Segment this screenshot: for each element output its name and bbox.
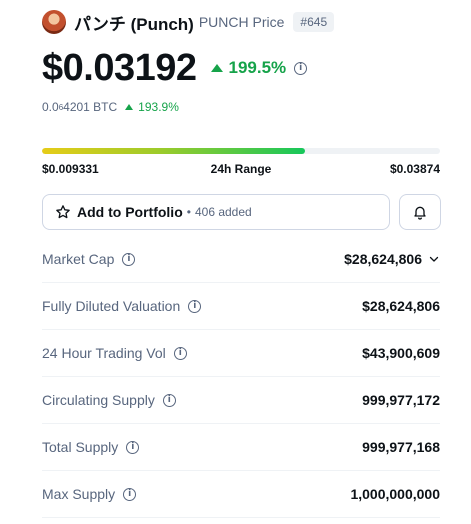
stat-row-max-supply: Max Supply i 1,000,000,000 — [42, 471, 440, 518]
star-icon — [56, 205, 70, 219]
range-label: 24h Range — [210, 162, 272, 176]
stat-row-circulating-supply: Circulating Supply i 999,977,172 — [42, 377, 440, 424]
info-icon[interactable]: i — [122, 252, 136, 266]
range-bar-fill — [42, 148, 305, 154]
btc-price-row: 0.0 6 4201 BTC 193.9% — [42, 99, 179, 115]
triangle-up-icon — [125, 104, 134, 110]
stat-label: Total Supply — [42, 439, 119, 455]
portfolio-added-count: 406 added — [194, 205, 252, 219]
range-labels: $0.009331 24h Range $0.03874 — [42, 162, 440, 178]
coin-logo — [42, 10, 66, 34]
btc-price-rest: 4201 BTC — [63, 100, 118, 114]
stat-value: 1,000,000,000 — [350, 486, 440, 502]
stat-label: Fully Diluted Valuation — [42, 298, 181, 314]
stat-value: 999,977,168 — [362, 439, 440, 455]
price-row: $0.03192 199.5% i — [42, 46, 308, 90]
stat-row-market-cap: Market Cap i $28,624,806 — [42, 236, 440, 283]
info-icon[interactable]: i — [162, 393, 176, 407]
btc-change: 193.9% — [125, 100, 179, 114]
btc-price-zeros: 6 — [58, 102, 64, 112]
add-to-portfolio-button[interactable]: Add to Portfolio • 406 added — [42, 194, 390, 230]
info-icon[interactable]: i — [173, 346, 187, 360]
stat-label: Max Supply — [42, 486, 116, 502]
info-icon[interactable]: i — [188, 299, 202, 313]
stat-value: $43,900,609 — [362, 345, 440, 361]
stat-row-trading-vol: 24 Hour Trading Vol i $43,900,609 — [42, 330, 440, 377]
btc-price-prefix: 0.0 — [42, 100, 59, 114]
stat-row-fdv: Fully Diluted Valuation i $28,624,806 — [42, 283, 440, 330]
info-icon[interactable]: i — [294, 61, 308, 75]
info-icon[interactable]: i — [123, 487, 137, 501]
stats-table: Market Cap i $28,624,806 Fully Diluted Va… — [42, 236, 440, 518]
coin-price-label: PUNCH Price — [198, 14, 285, 30]
range-low: $0.009331 — [42, 162, 99, 176]
triangle-up-icon — [210, 64, 223, 72]
btc-change-value: 193.9% — [138, 100, 179, 114]
stat-value: 999,977,172 — [362, 392, 440, 408]
range-high: $0.03874 — [389, 162, 440, 176]
rank-badge: #645 — [293, 12, 335, 32]
coin-name: パンチ (Punch) — [74, 14, 194, 34]
coin-header: パンチ (Punch) PUNCH Price #645 — [42, 9, 335, 35]
stat-label: Market Cap — [42, 251, 115, 267]
current-price: $0.03192 — [42, 46, 197, 89]
stat-label: 24 Hour Trading Vol — [42, 345, 166, 361]
stat-value: $28,624,806 — [344, 251, 422, 267]
price-change: 199.5% — [210, 58, 287, 78]
bell-icon — [414, 206, 426, 220]
add-to-portfolio-label: Add to Portfolio — [77, 204, 183, 220]
chevron-down-icon[interactable] — [428, 253, 440, 265]
stat-row-total-supply: Total Supply i 999,977,168 — [42, 424, 440, 471]
price-alert-button[interactable] — [399, 194, 441, 230]
range-bar — [42, 148, 440, 154]
price-change-value: 199.5% — [228, 58, 287, 77]
market-cap-value[interactable]: $28,624,806 — [344, 251, 440, 267]
info-icon[interactable]: i — [126, 440, 140, 454]
stat-value: $28,624,806 — [362, 298, 440, 314]
stat-label: Circulating Supply — [42, 392, 155, 408]
separator-dot: • — [186, 205, 191, 219]
